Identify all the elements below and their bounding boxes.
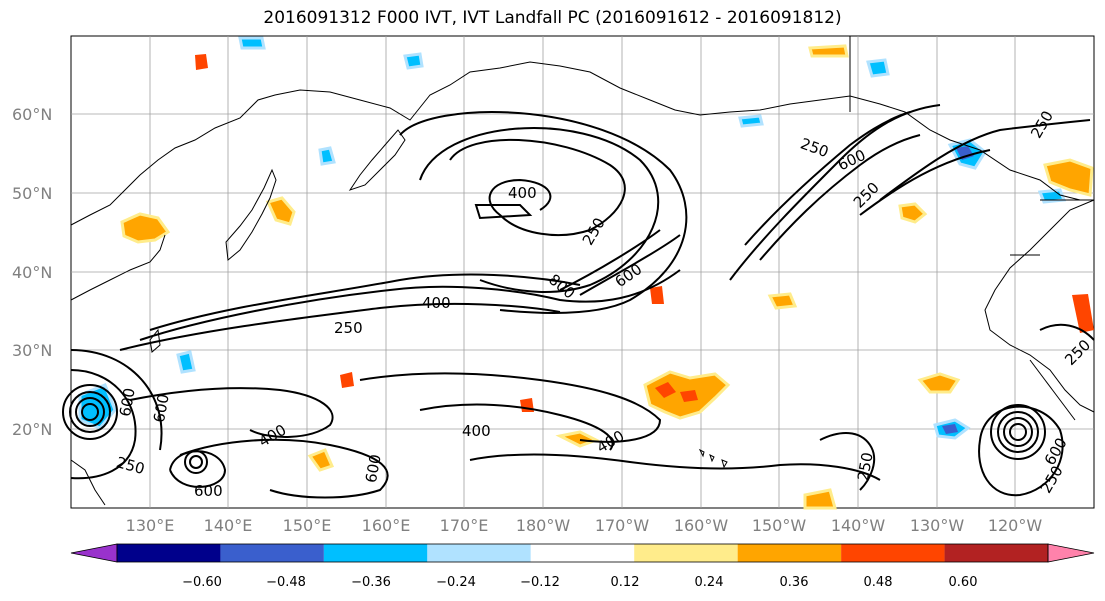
latitude-labels: 60°N 50°N 40°N 30°N 20°N [12, 105, 52, 439]
lon-label: 140°W [831, 516, 886, 535]
colorbar-tick-label: −0.48 [266, 575, 306, 590]
colorbar-tick-label: −0.36 [351, 575, 391, 590]
colorbar-tick-label: 0.36 [780, 575, 809, 590]
colorbar-tick-label: 0.60 [949, 575, 978, 590]
colorbar-segment [634, 544, 738, 562]
contour-label: 250 [854, 451, 877, 482]
lon-label: 180°W [516, 516, 571, 535]
colorbar-segment [737, 544, 842, 562]
coastlines [70, 36, 1095, 506]
lon-label: 150°W [752, 516, 807, 535]
map-title: 2016091312 F000 IVT, IVT Landfall PC (20… [263, 8, 842, 28]
colorbar-tick-label: 0.12 [611, 575, 640, 590]
pc-shading [78, 36, 1094, 510]
lat-label: 60°N [12, 105, 52, 124]
lon-label: 130°W [910, 516, 965, 535]
colorbar-frame [116, 543, 1049, 563]
colorbar-segment [427, 544, 531, 562]
colorbar-tick-label: 0.24 [695, 575, 724, 590]
colorbar [70, 543, 1095, 563]
colorbar-tick-labels: −0.60 −0.48 −0.36 −0.24 −0.12 0.12 0.24 … [182, 575, 977, 590]
lat-label: 50°N [12, 184, 52, 203]
colorbar-extend-high [1047, 543, 1095, 563]
contour-label: 600 [150, 393, 173, 424]
lon-label: 150°E [283, 516, 332, 535]
contour-label: 250 [334, 319, 363, 337]
colorbar-extend-low [70, 543, 118, 563]
colorbar-tick-label: −0.12 [520, 575, 560, 590]
colorbar-tick-label: 0.48 [864, 575, 893, 590]
colorbar-tick-label: −0.24 [436, 575, 476, 590]
lon-label: 140°E [204, 516, 253, 535]
colorbar-segment [530, 544, 635, 562]
colorbar-segment [220, 544, 324, 562]
colorbar-segment [323, 544, 428, 562]
lon-label: 170°E [440, 516, 489, 535]
lat-label: 40°N [12, 263, 52, 282]
contour-label: 600 [194, 482, 223, 500]
contour-label: 600 [116, 387, 139, 418]
colorbar-segment [944, 544, 1048, 562]
colorbar-tick-label: −0.60 [182, 575, 222, 590]
contour-label: 400 [508, 184, 537, 202]
lat-label: 20°N [12, 420, 52, 439]
lon-label: 170°W [595, 516, 650, 535]
contour-label: 600 [362, 453, 385, 484]
colorbar-segment [841, 544, 945, 562]
contour-label: 400 [422, 294, 451, 312]
lon-label: 130°E [126, 516, 175, 535]
ivt-contours [62, 104, 1095, 499]
lon-label: 160°W [674, 516, 729, 535]
lon-label: 160°E [362, 516, 411, 535]
lon-label: 120°W [988, 516, 1043, 535]
contour-label: 400 [462, 422, 491, 440]
lat-label: 30°N [12, 341, 52, 360]
colorbar-segment [117, 544, 221, 562]
longitude-labels: 130°E 140°E 150°E 160°E 170°E 180°W 170°… [126, 516, 1043, 535]
